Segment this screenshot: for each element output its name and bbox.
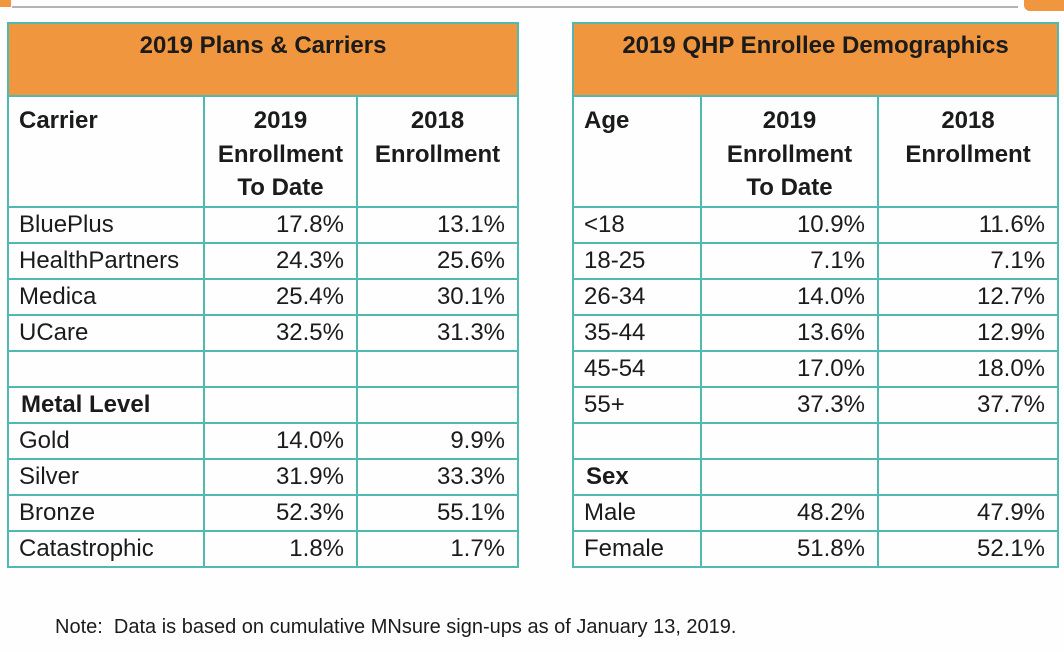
value-2018-enrollment: 12.7% bbox=[876, 278, 1060, 316]
plans-carriers-table: 2019 Plans & Carriers Carrier 2019 Enrol… bbox=[6, 22, 520, 568]
row-label: 26-34 bbox=[572, 278, 702, 316]
value-2019-enrollment bbox=[700, 458, 879, 496]
row-label: HealthPartners bbox=[7, 242, 205, 280]
value-2018-enrollment bbox=[876, 422, 1060, 460]
value-2018-enrollment: 7.1% bbox=[876, 242, 1060, 280]
row-label: 55+ bbox=[572, 386, 702, 424]
table-row bbox=[7, 350, 520, 388]
row-label: 45-54 bbox=[572, 350, 702, 388]
value-2018-enrollment: 30.1% bbox=[355, 278, 520, 316]
value-2019-enrollment bbox=[700, 422, 879, 460]
row-label: Sex bbox=[572, 458, 702, 496]
column-header-2019-enrollment: 2019 Enrollment To Date bbox=[203, 95, 358, 208]
table-row: Catastrophic 1.8% 1.7% bbox=[7, 530, 520, 568]
demographics-title-row: 2019 QHP Enrollee Demographics bbox=[571, 22, 1060, 97]
column-header-2019-enrollment: 2019 Enrollment To Date bbox=[700, 95, 879, 208]
value-2018-enrollment bbox=[876, 458, 1060, 496]
demographics-table: 2019 QHP Enrollee Demographics Age 2019 … bbox=[571, 22, 1060, 568]
demographics-header-row: Age 2019 Enrollment To Date 2018 Enrollm… bbox=[572, 95, 1060, 208]
value-2019-enrollment bbox=[203, 350, 358, 388]
table-row: Silver 31.9% 33.3% bbox=[7, 458, 520, 496]
value-2019-enrollment: 10.9% bbox=[700, 206, 879, 244]
table-row: Medica 25.4% 30.1% bbox=[7, 278, 520, 316]
value-2019-enrollment: 24.3% bbox=[203, 242, 358, 280]
table-row: UCare 32.5% 31.3% bbox=[7, 314, 520, 352]
row-label: Metal Level bbox=[7, 386, 205, 424]
table-row: BluePlus 17.8% 13.1% bbox=[7, 206, 520, 244]
value-2019-enrollment: 1.8% bbox=[203, 530, 358, 568]
value-2018-enrollment: 33.3% bbox=[355, 458, 520, 496]
value-2018-enrollment: 9.9% bbox=[355, 422, 520, 460]
row-label: Male bbox=[572, 494, 702, 532]
row-label: <18 bbox=[572, 206, 702, 244]
value-2018-enrollment: 37.7% bbox=[876, 386, 1060, 424]
row-label: 35-44 bbox=[572, 314, 702, 352]
row-label: Female bbox=[572, 530, 702, 568]
row-label: Gold bbox=[7, 422, 205, 460]
value-2019-enrollment: 7.1% bbox=[700, 242, 879, 280]
row-label: BluePlus bbox=[7, 206, 205, 244]
value-2019-enrollment: 51.8% bbox=[700, 530, 879, 568]
value-2018-enrollment: 12.9% bbox=[876, 314, 1060, 352]
value-2018-enrollment: 1.7% bbox=[355, 530, 520, 568]
table-row: 45-54 17.0% 18.0% bbox=[572, 350, 1060, 388]
table-row: Male 48.2% 47.9% bbox=[572, 494, 1060, 532]
value-2018-enrollment: 55.1% bbox=[355, 494, 520, 532]
value-2018-enrollment: 18.0% bbox=[876, 350, 1060, 388]
value-2019-enrollment: 32.5% bbox=[203, 314, 358, 352]
top-divider-line bbox=[12, 6, 1018, 8]
demographics-title: 2019 QHP Enrollee Demographics bbox=[571, 22, 1060, 97]
column-header-2018-enrollment: 2018 Enrollment bbox=[355, 95, 520, 208]
value-2018-enrollment: 52.1% bbox=[876, 530, 1060, 568]
row-label: Catastrophic bbox=[7, 530, 205, 568]
table-row: Metal Level bbox=[7, 386, 520, 424]
table-row: Bronze 52.3% 55.1% bbox=[7, 494, 520, 532]
value-2019-enrollment: 17.0% bbox=[700, 350, 879, 388]
value-2019-enrollment: 52.3% bbox=[203, 494, 358, 532]
value-2018-enrollment: 25.6% bbox=[355, 242, 520, 280]
value-2018-enrollment: 31.3% bbox=[355, 314, 520, 352]
table-row: Gold 14.0% 9.9% bbox=[7, 422, 520, 460]
value-2019-enrollment: 14.0% bbox=[700, 278, 879, 316]
table-row bbox=[572, 422, 1060, 460]
value-2018-enrollment bbox=[355, 350, 520, 388]
table-row: 26-34 14.0% 12.7% bbox=[572, 278, 1060, 316]
column-header-age: Age bbox=[572, 95, 702, 208]
table-row: HealthPartners 24.3% 25.6% bbox=[7, 242, 520, 280]
row-label bbox=[7, 350, 205, 388]
table-row: 55+ 37.3% 37.7% bbox=[572, 386, 1060, 424]
plans-carriers-title: 2019 Plans & Carriers bbox=[6, 22, 520, 97]
value-2018-enrollment bbox=[355, 386, 520, 424]
plans-carriers-title-row: 2019 Plans & Carriers bbox=[6, 22, 520, 97]
table-row: Female 51.8% 52.1% bbox=[572, 530, 1060, 568]
top-left-orange-accent bbox=[0, 0, 11, 7]
column-header-carrier: Carrier bbox=[7, 95, 205, 208]
value-2019-enrollment: 31.9% bbox=[203, 458, 358, 496]
value-2019-enrollment: 37.3% bbox=[700, 386, 879, 424]
value-2018-enrollment: 47.9% bbox=[876, 494, 1060, 532]
value-2019-enrollment: 14.0% bbox=[203, 422, 358, 460]
row-label: Medica bbox=[7, 278, 205, 316]
value-2019-enrollment: 17.8% bbox=[203, 206, 358, 244]
row-label: Bronze bbox=[7, 494, 205, 532]
table-row: 18-25 7.1% 7.1% bbox=[572, 242, 1060, 280]
value-2019-enrollment: 13.6% bbox=[700, 314, 879, 352]
row-label: UCare bbox=[7, 314, 205, 352]
value-2018-enrollment: 11.6% bbox=[876, 206, 1060, 244]
footnote: Note: Data is based on cumulative MNsure… bbox=[55, 616, 737, 638]
row-label: 18-25 bbox=[572, 242, 702, 280]
value-2019-enrollment: 48.2% bbox=[700, 494, 879, 532]
table-row: 35-44 13.6% 12.9% bbox=[572, 314, 1060, 352]
column-header-2018-enrollment: 2018 Enrollment bbox=[876, 95, 1060, 208]
row-label: Silver bbox=[7, 458, 205, 496]
value-2019-enrollment bbox=[203, 386, 358, 424]
row-label bbox=[572, 422, 702, 460]
value-2019-enrollment: 25.4% bbox=[203, 278, 358, 316]
table-row: Sex bbox=[572, 458, 1060, 496]
table-row: <18 10.9% 11.6% bbox=[572, 206, 1060, 244]
plans-carriers-header-row: Carrier 2019 Enrollment To Date 2018 Enr… bbox=[7, 95, 520, 208]
value-2018-enrollment: 13.1% bbox=[355, 206, 520, 244]
top-right-orange-tab bbox=[1024, 0, 1064, 11]
